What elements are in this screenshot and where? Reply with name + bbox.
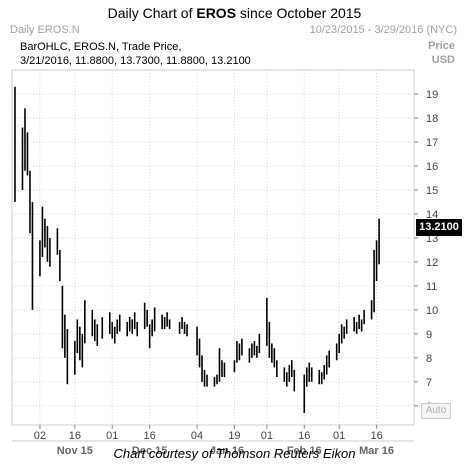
y-tick-label: 10 [426, 305, 438, 317]
y-tick-label: 7 [426, 377, 432, 389]
x-day-tick-label: 01 [106, 430, 118, 442]
y-tick-label: 9 [426, 329, 432, 341]
x-day-tick-label: 16 [144, 430, 156, 442]
x-day-tick-label: 01 [333, 430, 345, 442]
last-price-label: 13.2100 [416, 219, 462, 236]
chart-credit: Chart courtesy of Thomson Reuters Eikon [113, 446, 356, 461]
plot-frame [11, 69, 415, 426]
x-day-tick-label: 01 [261, 430, 273, 442]
y-axis: 678910111213141516171819 [414, 89, 438, 413]
y-tick-label: 17 [426, 137, 438, 149]
y-tick-label: 18 [426, 113, 438, 125]
x-month-label: Dec 15 [132, 445, 167, 457]
legend-line-1: BarOHLC, EROS.N, Trade Price, [20, 41, 182, 53]
x-day-tick-label: 16 [298, 430, 310, 442]
ohlc-bars [14, 86, 380, 414]
x-day-tick-label: 19 [228, 430, 240, 442]
source-label: Daily EROS.N [10, 24, 80, 36]
x-month-label: Nov 15 [57, 445, 93, 457]
axis-label-usd: USD [431, 54, 455, 66]
y-tick-label: 8 [426, 353, 432, 365]
x-month-label: Jan 16 [210, 445, 244, 457]
y-tick-label: 14 [426, 209, 438, 221]
x-day-tick-label: 16 [370, 430, 382, 442]
auto-scale-button[interactable]: Auto [421, 403, 451, 419]
y-tick-label: 11 [426, 281, 437, 293]
x-day-tick-label: 02 [34, 430, 46, 442]
date-range: 10/23/2015 - 3/29/2016 (NYC) [309, 24, 457, 36]
title-ticker: EROS [196, 5, 237, 21]
legend-line-2: 3/21/2016, 11.8800, 13.7300, 11.8800, 13… [20, 55, 251, 67]
x-day-tick-label: 04 [191, 430, 203, 442]
y-tick-label: 15 [426, 185, 438, 197]
title-prefix: Daily Chart of [107, 5, 197, 21]
grid-lines [12, 70, 414, 425]
x-axis: 02 16 01 16 04 19 01 16 01 16 Nov 15 Dec 15 Jan 16 Fe… [12, 425, 414, 457]
chart-title: Daily Chart of EROS since October 2015 [0, 5, 469, 21]
axis-label-price: Price [428, 40, 455, 52]
x-day-tick-label: 16 [69, 430, 81, 442]
x-month-label: Feb 16 [287, 445, 322, 457]
x-month-label: Mar 16 [359, 445, 394, 457]
y-tick-label: 16 [426, 161, 438, 173]
y-tick-label: 19 [426, 89, 438, 101]
title-suffix: since October 2015 [236, 5, 362, 21]
y-tick-label: 12 [426, 257, 438, 269]
